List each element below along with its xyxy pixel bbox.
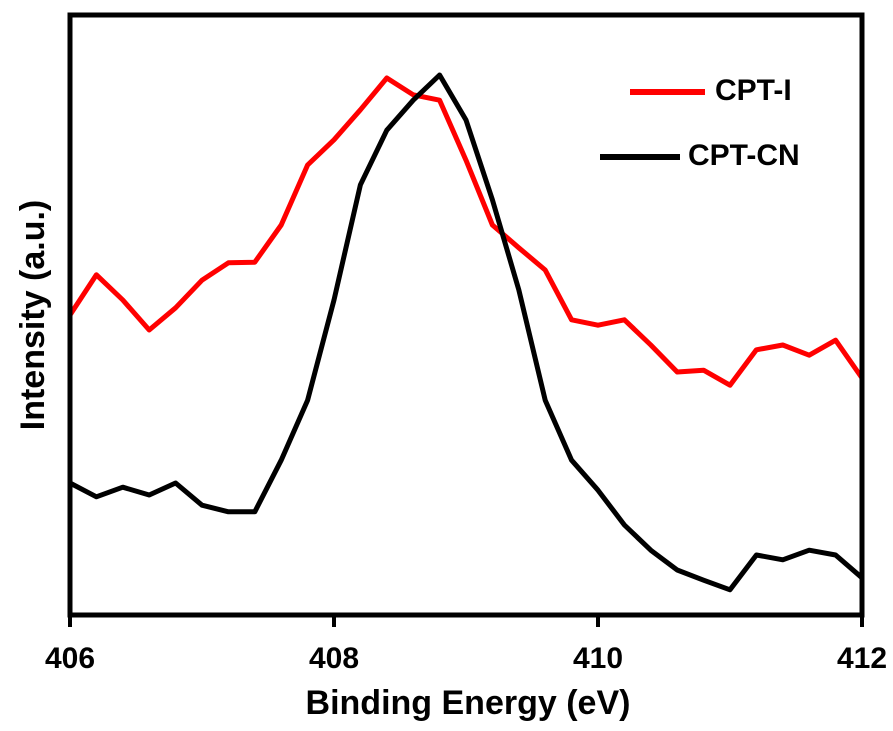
y-axis-label: Intensity (a.u.) [14, 200, 52, 430]
x-tick-label: 410 [573, 642, 623, 675]
x-tick-label: 408 [309, 642, 359, 675]
x-axis-label: Binding Energy (eV) [306, 684, 631, 722]
data-line [68, 72, 864, 593]
legend-label: CPT-I [715, 74, 792, 107]
x-tick-label: 412 [837, 642, 887, 675]
plot-frame [67, 12, 865, 618]
x-tick-label: 406 [45, 642, 95, 675]
data-line [67, 75, 865, 388]
legend-label: CPT-CN [688, 139, 800, 172]
